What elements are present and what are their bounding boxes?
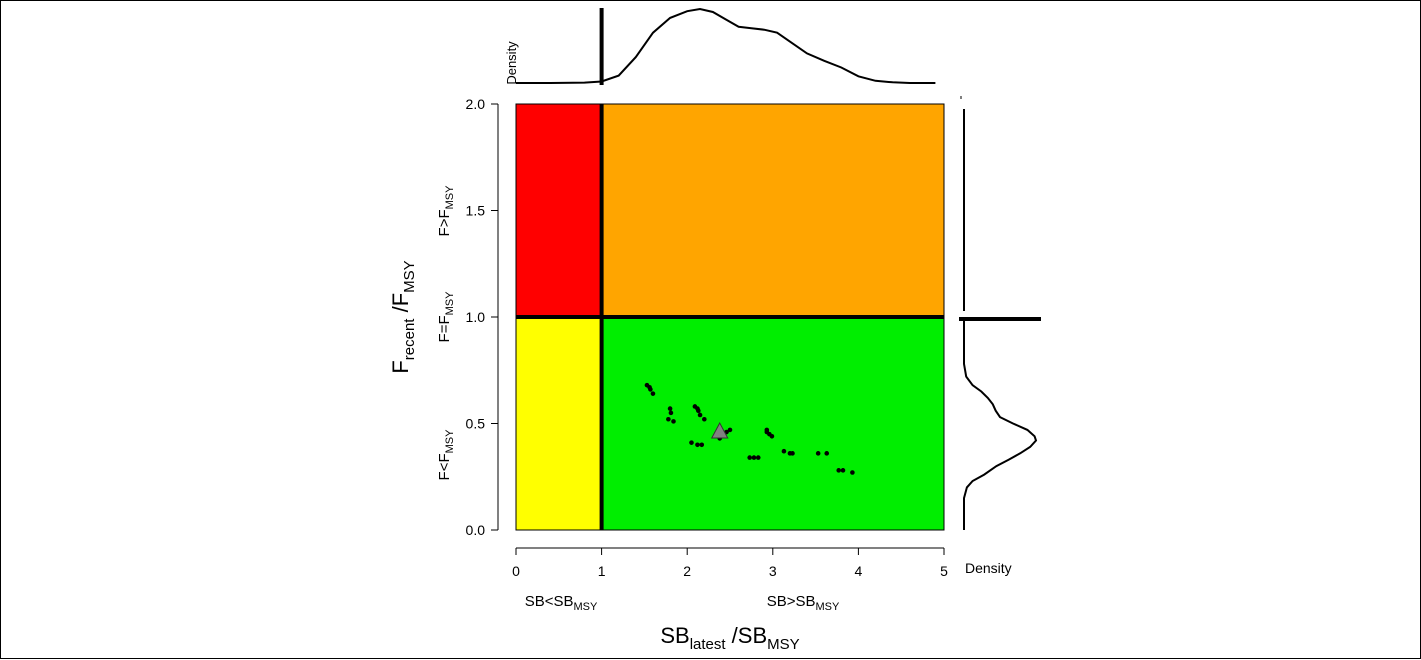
x-tick-label: 2	[683, 563, 691, 579]
x-tick-label: 5	[940, 563, 948, 579]
data-point	[815, 451, 821, 456]
x-tick-label: 3	[769, 563, 777, 579]
top-density-label: Density	[504, 41, 519, 85]
y-region-label-lower: F<FMSY	[436, 429, 456, 481]
data-point	[850, 470, 855, 475]
x-axis-title: SBlatest /SBMSY	[660, 623, 799, 653]
data-point	[747, 455, 752, 460]
y-axis-title: Frecent /FMSY	[388, 260, 418, 373]
reference-lines	[516, 8, 1041, 530]
x-tick-label: 4	[855, 563, 863, 579]
data-point	[764, 429, 770, 435]
data-point	[699, 442, 705, 448]
data-point	[648, 387, 653, 392]
quadrant-overfished-overfishing	[516, 104, 602, 317]
right-density-label: Density	[965, 560, 1012, 576]
y-tick-label: 2.0	[466, 96, 486, 112]
quadrant-not-overfished-no-overfishing	[601, 317, 944, 530]
quadrant-overfished-no-overfishing	[516, 317, 602, 530]
data-point	[781, 448, 787, 454]
y-tick-label: 0.5	[466, 416, 486, 432]
y-tick-label: 0.0	[466, 522, 486, 538]
data-point	[840, 468, 846, 473]
axes: 0 1 2 3 4 5 0.0 0.5 1.0 1.5 2.0	[466, 96, 949, 579]
data-point	[671, 419, 676, 424]
quadrant-not-overfished-overfishing	[601, 104, 944, 317]
y-tick-label: 1.5	[466, 203, 486, 219]
data-point	[769, 433, 775, 439]
x-region-label-right: SB>SBMSY	[767, 593, 840, 613]
data-point	[824, 451, 830, 456]
data-point	[751, 455, 757, 460]
right-density-curve	[963, 317, 1038, 530]
data-point	[697, 412, 703, 418]
marginal-densities	[516, 7, 1038, 530]
top-density-curve	[516, 7, 936, 84]
x-region-label-left: SB<SBMSY	[525, 593, 598, 613]
data-point	[668, 410, 674, 416]
x-tick-label: 1	[598, 563, 606, 579]
data-point	[696, 408, 701, 414]
data-point	[666, 416, 671, 422]
data-point	[755, 455, 761, 460]
x-tick-label: 0	[512, 563, 520, 579]
data-point	[702, 416, 707, 422]
stock-status-points	[644, 382, 855, 475]
y-tick-label: 1.0	[466, 309, 486, 325]
data-point	[650, 391, 656, 396]
data-point	[836, 468, 842, 473]
data-point	[790, 451, 795, 456]
data-point	[695, 442, 700, 448]
data-point	[689, 440, 694, 445]
y-region-label-mid: F=FMSY	[436, 291, 456, 343]
median-marker	[710, 421, 729, 439]
data-point	[727, 427, 733, 433]
data-point	[667, 406, 673, 411]
y-region-label-upper: F>FMSY	[436, 185, 456, 237]
